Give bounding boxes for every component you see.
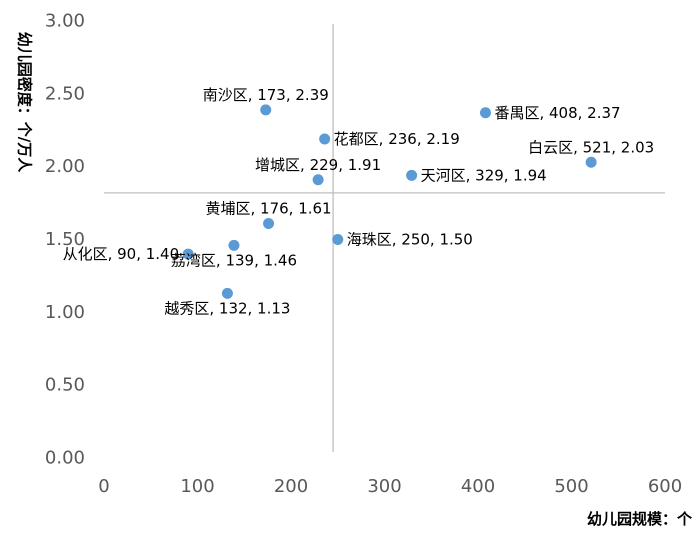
y-tick-label: 3.00 [45, 11, 85, 32]
data-point [332, 234, 344, 245]
y-tick-label: 1.50 [45, 229, 85, 250]
x-tick-label: 100 [180, 476, 214, 497]
x-tick-label: 200 [274, 476, 308, 497]
data-points [182, 104, 597, 299]
data-point [221, 287, 233, 299]
y-tick-label: 2.00 [45, 156, 85, 177]
data-point [479, 107, 491, 119]
x-axis-ticks: 0 100 200 300 400 500 600 [98, 476, 682, 497]
data-point [182, 248, 194, 260]
point-label: 从化区, 90, 1.40 [63, 245, 180, 263]
point-label: 越秀区, 132, 1.13 [164, 299, 290, 317]
x-tick-label: 300 [367, 476, 401, 497]
data-point [585, 156, 597, 168]
point-label: 天河区, 329, 1.94 [421, 166, 547, 184]
point-label: 增城区, 229, 1.91 [255, 156, 381, 174]
y-tick-label: 0.50 [45, 375, 85, 396]
point-label: 海珠区, 250, 1.50 [347, 231, 473, 249]
y-tick-label: 1.00 [45, 302, 85, 323]
point-label: 花都区, 236, 2.19 [334, 130, 460, 148]
point-label: 南沙区, 173, 2.39 [203, 86, 329, 104]
point-label: 荔湾区, 139, 1.46 [171, 251, 297, 269]
y-axis-title: 幼儿园密度：个/万人 [16, 32, 34, 173]
data-point [260, 104, 272, 116]
point-label: 番禺区, 408, 2.37 [494, 104, 620, 122]
y-tick-label: 0.00 [45, 448, 85, 469]
y-axis-ticks: 0.00 0.50 1.00 1.50 2.00 2.50 3.00 [45, 11, 85, 469]
x-axis-title: 幼儿园规模：个 [587, 510, 693, 528]
data-point [312, 174, 324, 186]
data-point [263, 217, 275, 229]
point-label: 黄埔区, 176, 1.61 [206, 199, 332, 217]
x-tick-label: 0 [98, 476, 109, 497]
data-point [406, 169, 418, 181]
x-tick-label: 400 [461, 476, 495, 497]
x-tick-label: 600 [648, 476, 682, 497]
data-point [319, 133, 331, 145]
point-labels: 南沙区, 173, 2.39 番禺区, 408, 2.37 花都区, 236, 2.… [63, 86, 655, 318]
data-point [228, 239, 240, 251]
x-tick-label: 500 [554, 476, 588, 497]
y-tick-label: 2.50 [45, 83, 85, 104]
point-label: 白云区, 521, 2.03 [528, 138, 654, 156]
